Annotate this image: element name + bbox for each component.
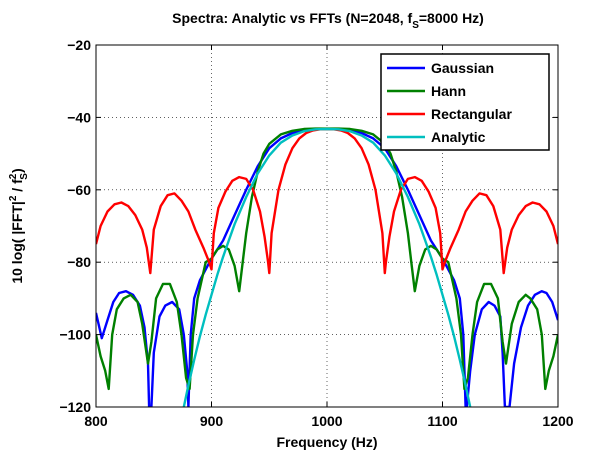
y-label-sub2: S	[19, 173, 30, 180]
y-label-end: )	[9, 168, 25, 173]
legend-box	[380, 53, 550, 151]
x-tick-label: 900	[200, 413, 224, 429]
x-tick-label: 1200	[542, 413, 573, 429]
chart-title: Spectra: Analytic vs FFTs (N=2048, fS=80…	[172, 10, 484, 31]
y-label-sup1: 2	[8, 195, 19, 201]
axis-ticks	[95, 44, 559, 408]
legend-label: Hann	[431, 83, 466, 99]
y-label-mid: / f	[9, 179, 25, 196]
x-axis-label: Frequency (Hz)	[276, 434, 377, 450]
y-tick-label: −120	[59, 399, 91, 415]
y-axis-label: 10 log( |FFT|2 / f2S)	[8, 168, 30, 283]
title-end: =8000 Hz)	[419, 10, 484, 26]
x-tick-label: 1000	[311, 413, 342, 429]
y-tick-label: −80	[67, 254, 91, 270]
series-lines	[96, 127, 558, 407]
x-tick-labels: 800 900 1000 1100 1200	[84, 413, 573, 429]
y-tick-label: −20	[67, 37, 91, 53]
y-label-sup2: 2	[8, 173, 19, 179]
y-tick-labels: −20 −40 −60 −80 −100 −120	[59, 37, 91, 415]
y-tick-label: −100	[59, 327, 91, 343]
legend-label: Gaussian	[431, 60, 494, 76]
series-line-analytic	[182, 127, 472, 407]
x-tick-label: 800	[84, 413, 108, 429]
legend: Gaussian Hann Rectangular Analytic	[380, 53, 550, 151]
legend-label: Analytic	[431, 129, 486, 145]
x-tick-label: 1100	[427, 413, 458, 429]
title-subscript: S	[412, 20, 419, 31]
legend-label: Rectangular	[431, 106, 512, 122]
y-tick-label: −60	[67, 182, 91, 198]
y-tick-label: −40	[67, 109, 91, 125]
